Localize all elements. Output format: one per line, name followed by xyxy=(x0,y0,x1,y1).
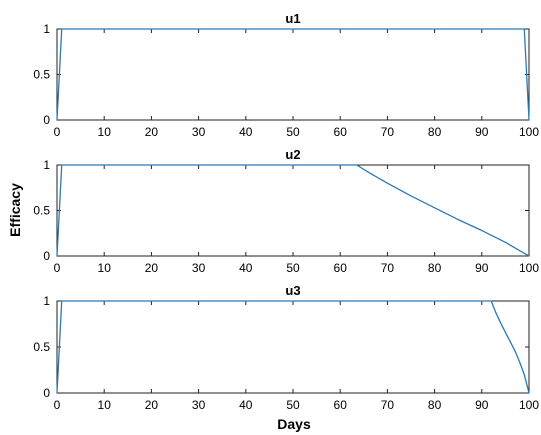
panel-title: u1 xyxy=(285,11,300,26)
x-tick-label: 30 xyxy=(192,398,206,412)
x-tick-label: 40 xyxy=(239,125,253,139)
x-tick-label: 0 xyxy=(54,398,61,412)
panel-title: u2 xyxy=(285,147,300,162)
x-tick-label: 50 xyxy=(286,261,300,275)
x-tick-label: 40 xyxy=(239,261,253,275)
x-tick-label: 20 xyxy=(145,398,159,412)
x-tick-label: 80 xyxy=(428,125,442,139)
x-tick-label: 0 xyxy=(54,261,61,275)
series-line-u1 xyxy=(56,28,530,121)
x-tick-label: 60 xyxy=(334,398,348,412)
panel-u3: u3 0 10 20 30 40 50 60 70 80 90 100 0 0.5 1 xyxy=(33,283,539,412)
x-tick-label: 90 xyxy=(475,125,489,139)
y-tick-label: 0 xyxy=(43,386,50,400)
x-tick-label: 60 xyxy=(334,261,348,275)
x-tick-label: 70 xyxy=(381,261,395,275)
x-tick-label: 90 xyxy=(475,398,489,412)
y-tick-label: 0.5 xyxy=(33,204,50,218)
y-tick-label: 0 xyxy=(43,113,50,127)
axes-frame xyxy=(56,300,530,394)
axes-frame xyxy=(56,164,530,257)
panel-u2: u2 0 10 20 30 40 50 60 70 80 90 100 0 0.5 1 xyxy=(33,147,539,275)
y-tick-label: 1 xyxy=(43,158,50,172)
y-tick-label: 0 xyxy=(43,249,50,263)
x-tick-label: 20 xyxy=(145,125,159,139)
series-line-u2 xyxy=(56,164,530,257)
x-tick-label: 100 xyxy=(519,398,539,412)
y-tick-label: 1 xyxy=(43,22,50,36)
x-tick-label: 30 xyxy=(192,125,206,139)
panel-title: u3 xyxy=(285,283,300,298)
x-tick-label: 30 xyxy=(192,261,206,275)
x-axis-label: Days xyxy=(277,416,311,432)
x-tick-label: 100 xyxy=(519,261,539,275)
axes-frame xyxy=(56,28,530,121)
y-tick-label: 1 xyxy=(43,294,50,308)
x-tick-label: 80 xyxy=(428,398,442,412)
x-tick-label: 90 xyxy=(475,261,489,275)
y-tick-label: 0.5 xyxy=(33,340,50,354)
x-tick-label: 20 xyxy=(145,261,159,275)
x-tick-label: 50 xyxy=(286,125,300,139)
x-tick-label: 100 xyxy=(519,125,539,139)
x-tick-label: 0 xyxy=(54,125,61,139)
panel-u1: u1 0 10 20 30 40 50 60 70 80 90 100 0 0.5 1 xyxy=(33,11,539,139)
series-line-u3 xyxy=(56,300,530,394)
x-tick-label: 70 xyxy=(381,125,395,139)
x-tick-label: 10 xyxy=(98,125,112,139)
y-tick-label: 0.5 xyxy=(33,68,50,82)
x-tick-label: 40 xyxy=(239,398,253,412)
x-tick-label: 70 xyxy=(381,398,395,412)
x-tick-label: 10 xyxy=(98,261,112,275)
x-tick-label: 50 xyxy=(286,398,300,412)
y-axis-label: Efficacy xyxy=(7,183,23,237)
x-tick-label: 80 xyxy=(428,261,442,275)
x-tick-label: 10 xyxy=(98,398,112,412)
x-tick-label: 60 xyxy=(334,125,348,139)
